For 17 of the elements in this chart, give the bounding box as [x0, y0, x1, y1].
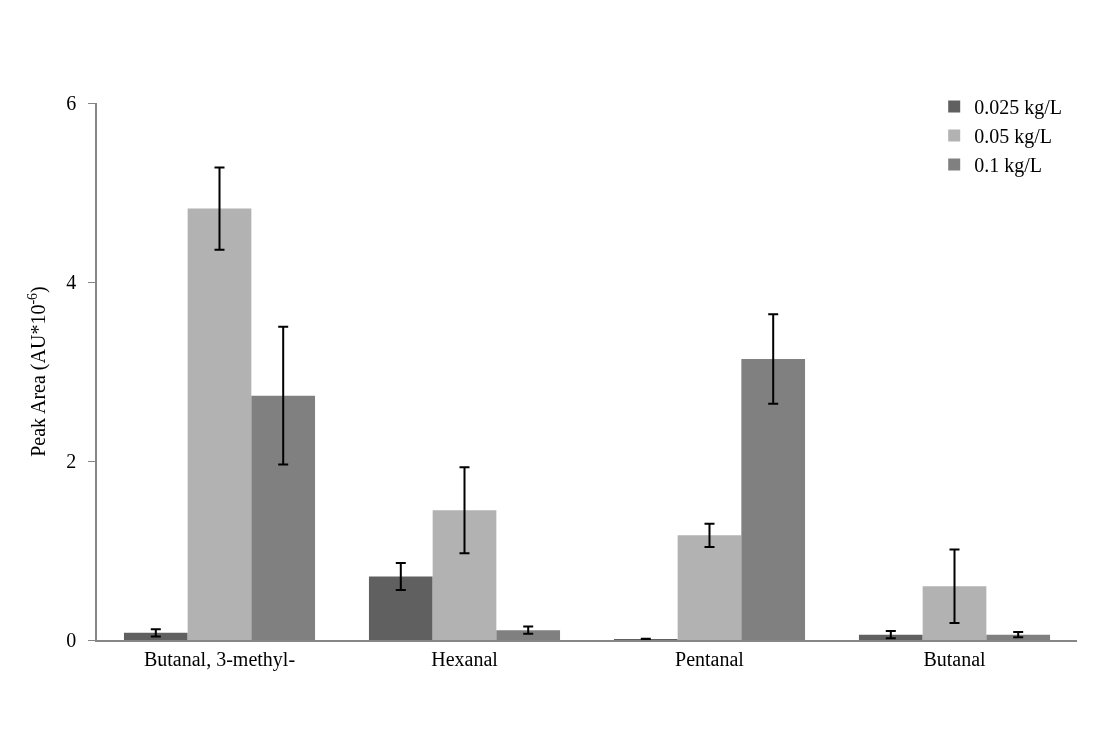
- y-tick-label: 0: [66, 629, 77, 651]
- bar: [187, 208, 252, 640]
- bar: [677, 535, 742, 640]
- y-tick-label: 4: [66, 271, 77, 293]
- y-tick-label: 2: [66, 450, 77, 472]
- x-tick-label: Hexanal: [431, 647, 499, 670]
- bar: [123, 632, 188, 640]
- legend-label: 0.1 kg/L: [974, 154, 1042, 178]
- legend-label: 0.025 kg/L: [974, 96, 1062, 120]
- bar: [368, 576, 433, 640]
- bar: [922, 586, 987, 640]
- legend-label: 0.05 kg/L: [974, 125, 1052, 149]
- x-tick-label: Butanal, 3-methyl-: [143, 647, 296, 671]
- x-tick-label: Pentanal: [675, 647, 745, 670]
- bar: [432, 510, 497, 640]
- x-tick-label: Butanal: [923, 647, 987, 670]
- y-tick-label: 6: [66, 92, 77, 114]
